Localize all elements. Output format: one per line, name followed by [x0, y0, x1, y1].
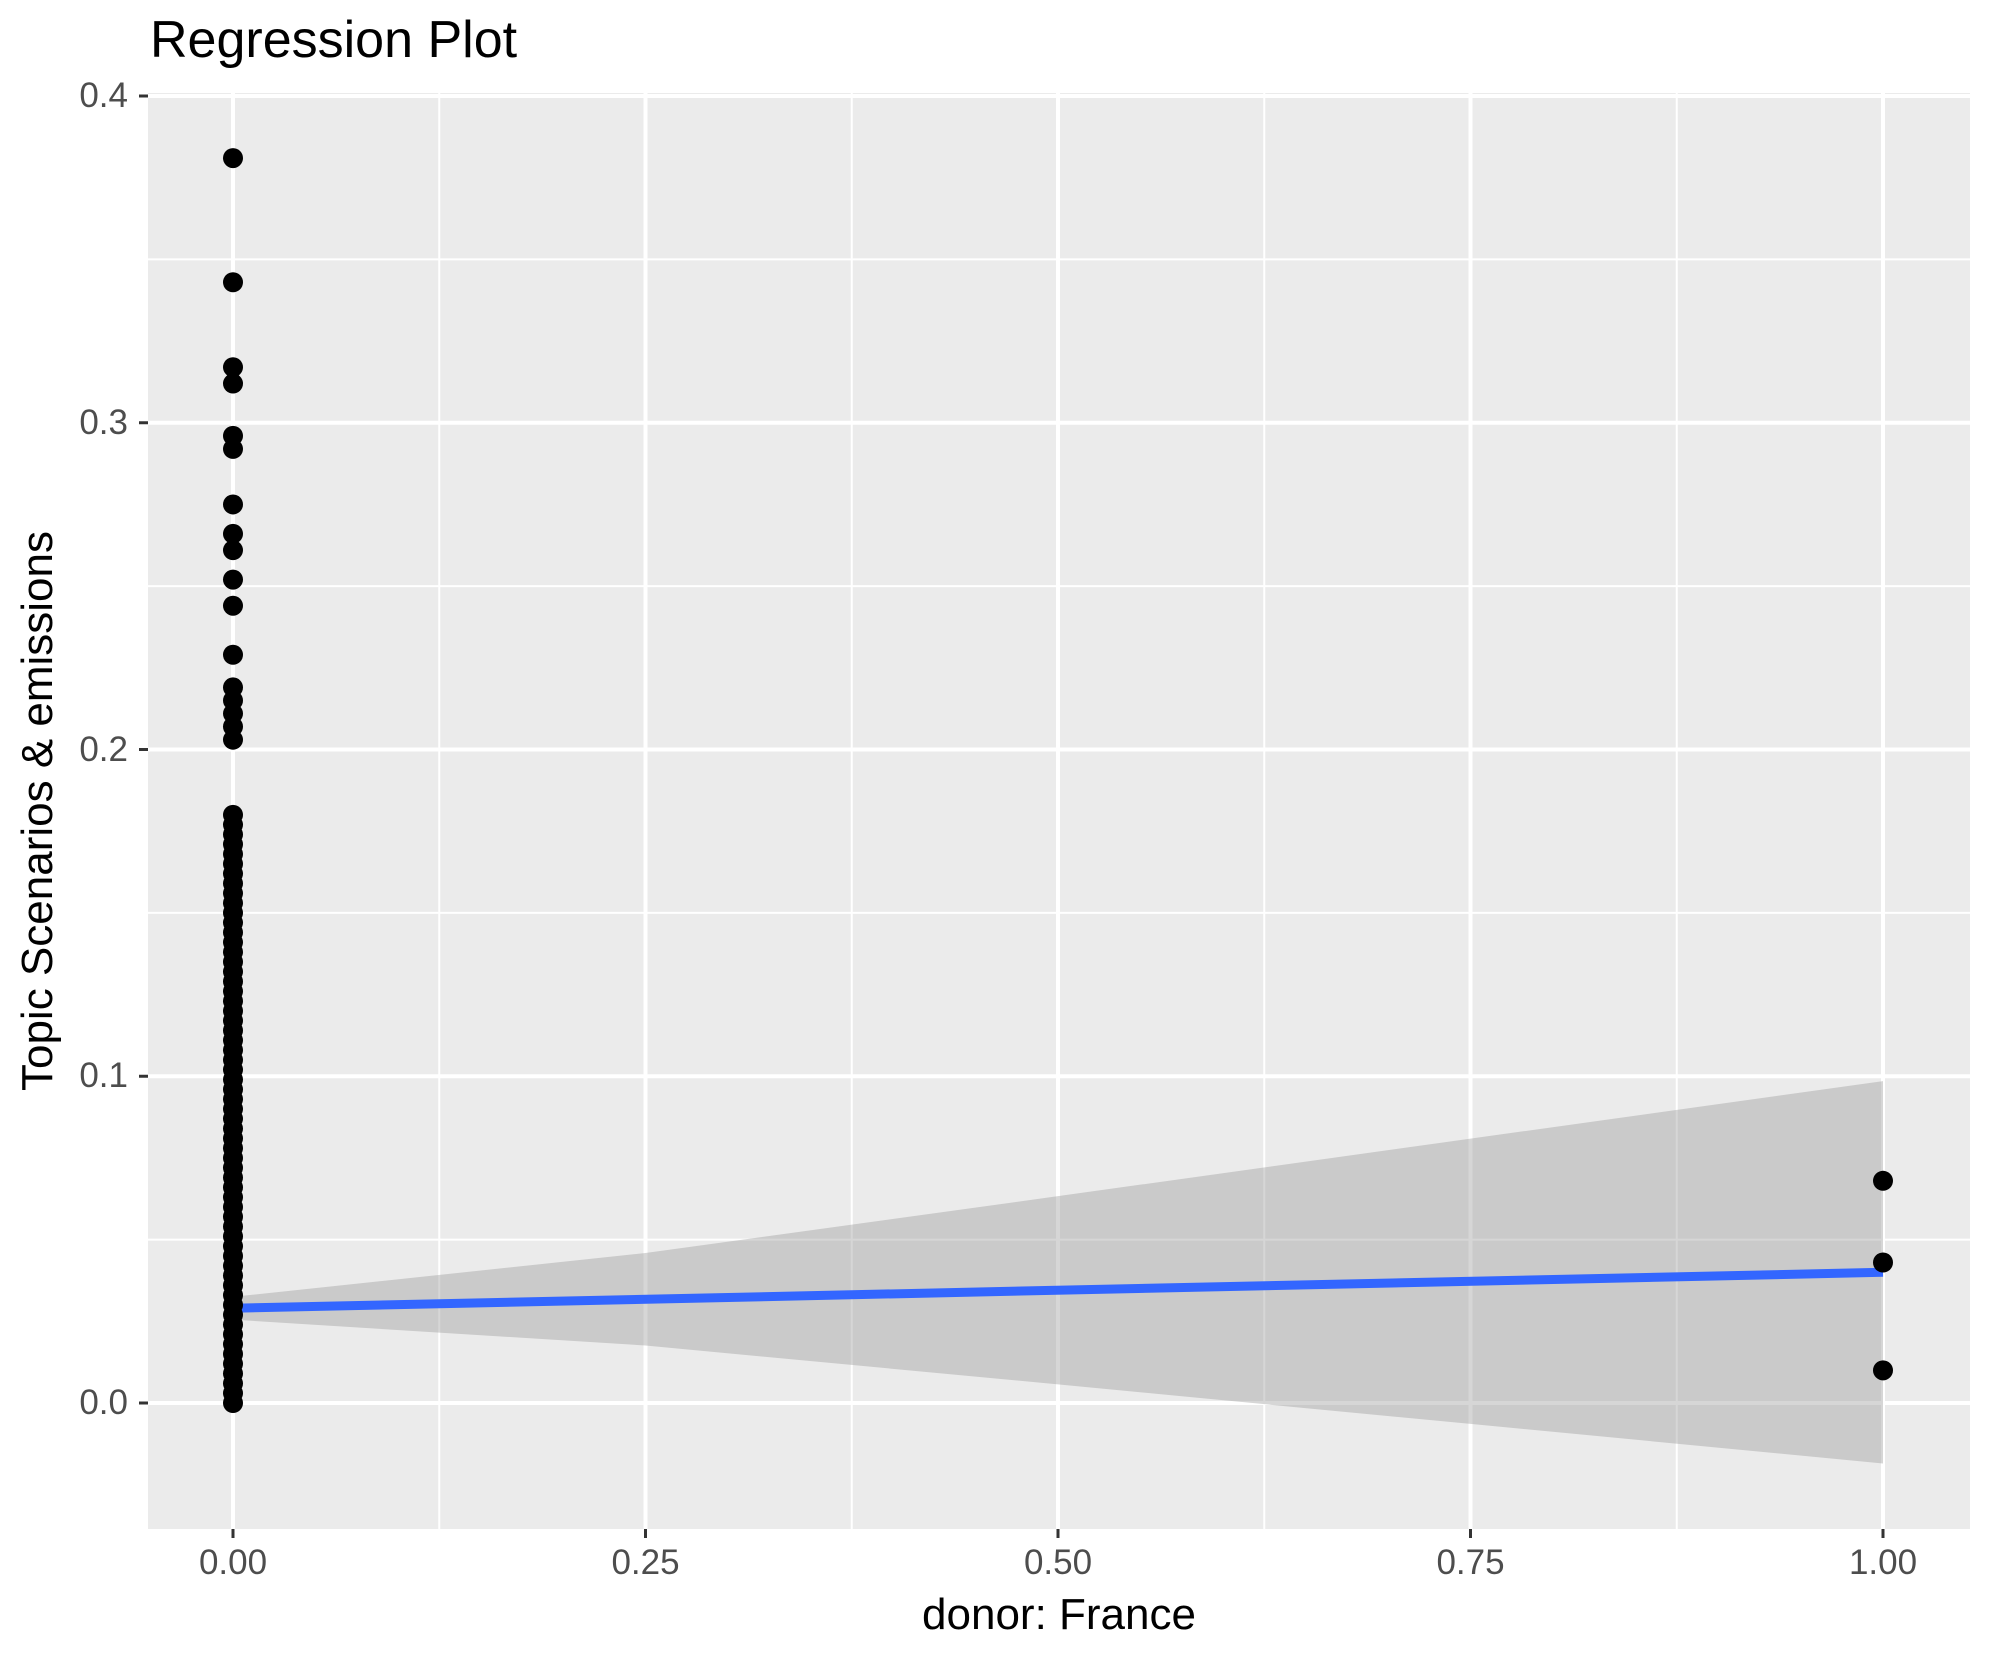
x-tick-label: 1.00	[1848, 1543, 1918, 1582]
data-point	[223, 804, 243, 825]
x-tick-label: 0.25	[611, 1543, 680, 1582]
y-tick-label: 0.4	[79, 76, 128, 115]
x-tick-label: 0.50	[1023, 1543, 1093, 1582]
data-point	[223, 644, 243, 665]
data-point	[223, 523, 243, 544]
data-point	[223, 540, 243, 561]
data-point	[223, 569, 243, 590]
data-point	[223, 373, 243, 394]
data-point	[1873, 1170, 1893, 1191]
data-point	[223, 595, 243, 616]
data-point	[223, 494, 243, 515]
data-point	[223, 677, 243, 698]
x-axis-title-text: donor: France	[922, 1590, 1196, 1639]
data-point	[1873, 1252, 1893, 1273]
data-point	[1873, 1360, 1893, 1381]
x-axis-title: donor: France	[0, 1590, 1990, 1640]
data-point	[223, 425, 243, 446]
data-point	[223, 272, 243, 293]
data-point	[223, 357, 243, 378]
y-tick-label: 0.1	[79, 1056, 128, 1096]
regression-line	[232, 1267, 1884, 1313]
y-tick-label: 0.0	[79, 1383, 128, 1422]
y-tick-label: 0.2	[79, 729, 128, 769]
data-point	[223, 148, 243, 169]
chart-title: Regression Plot	[150, 11, 518, 69]
y-tick-label: 0.3	[79, 402, 128, 442]
confidence-band	[233, 1081, 1883, 1464]
x-tick-label: 0.00	[198, 1543, 268, 1582]
y-axis-title-text: Topic Scenarios & emissions	[13, 530, 62, 1092]
x-tick-label: 0.75	[1436, 1543, 1505, 1582]
